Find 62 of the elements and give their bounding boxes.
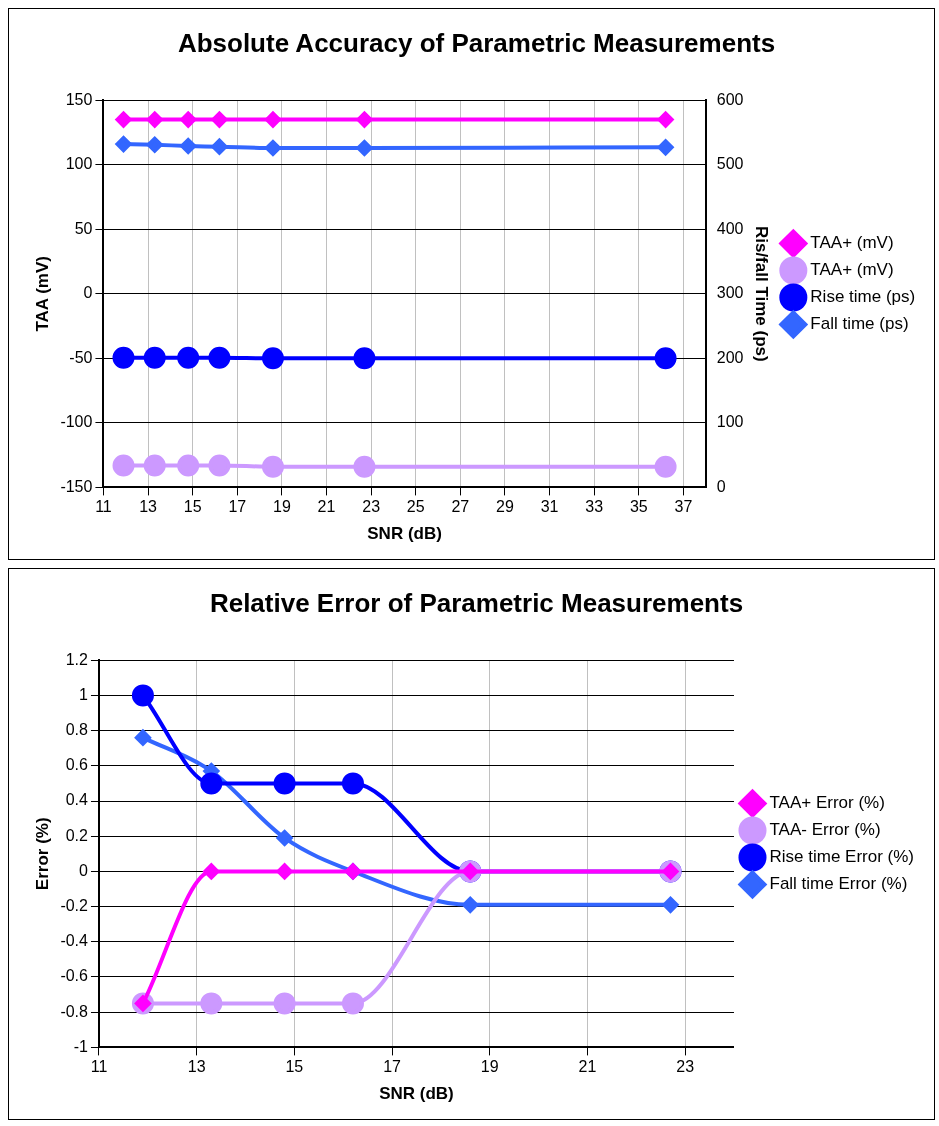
y2-tick-label: 400 (716, 219, 744, 237)
x-tick-label: 23 (676, 1058, 695, 1076)
x-tick-label: 35 (629, 498, 648, 516)
y-tick-label: 150 (65, 90, 93, 108)
legend-label: TAA+ (mV) (810, 260, 894, 280)
y-tick-label: -0.6 (60, 967, 89, 985)
y-tick-label: 1 (79, 685, 89, 703)
y2-axis-title: Ris/fall Time (ps) (751, 225, 771, 362)
y-tick-label: -50 (69, 348, 93, 366)
chart-title: Absolute Accuracy of Parametric Measurements (177, 27, 776, 58)
x-tick-label: 15 (183, 498, 202, 516)
y2-tick-label: 300 (716, 284, 744, 302)
x-tick-label: 19 (272, 498, 291, 516)
y-axis-title: Error (%) (32, 817, 52, 891)
x-tick-label: 21 (317, 498, 336, 516)
legend-label: TAA+ (mV) (810, 233, 894, 253)
x-axis-title: SNR (dB) (379, 1084, 454, 1104)
x-tick-label: 37 (674, 498, 693, 516)
legend-label: Fall time (ps) (810, 314, 909, 334)
y-tick-label: 1.2 (65, 650, 89, 668)
y-tick-label: -150 (60, 477, 93, 495)
y-tick-label: -0.4 (60, 932, 89, 950)
chart-title: Relative Error of Parametric Measurements (209, 587, 744, 618)
x-tick-label: 23 (362, 498, 381, 516)
y2-tick-label: 100 (716, 413, 744, 431)
x-tick-label: 31 (540, 498, 559, 516)
y2-tick-label: 200 (716, 348, 744, 366)
y-tick-label: 0.6 (65, 756, 89, 774)
legend-label: Fall time Error (%) (769, 874, 908, 894)
y-axis-title: TAA (mV) (32, 256, 52, 332)
x-tick-label: 29 (496, 498, 514, 516)
legend-label: Rise time Error (%) (769, 847, 915, 867)
x-axis-title: SNR (dB) (367, 524, 442, 544)
y-tick-label: 0.8 (65, 721, 89, 739)
x-tick-label: 11 (95, 498, 112, 516)
y-tick-label: 0 (79, 861, 89, 879)
x-tick-label: 27 (451, 498, 470, 516)
x-tick-label: 13 (139, 498, 158, 516)
y2-tick-label: 0 (716, 477, 726, 495)
x-tick-label: 17 (228, 498, 247, 516)
y-tick-label: -0.2 (60, 897, 89, 915)
x-tick-label: 25 (406, 498, 425, 516)
y-tick-label: 0.4 (65, 791, 89, 809)
x-tick-label: 11 (90, 1058, 108, 1076)
x-tick-label: 21 (578, 1058, 597, 1076)
x-tick-label: 17 (383, 1058, 402, 1076)
y-tick-label: 0.2 (65, 826, 89, 844)
y-tick-label: 0 (83, 284, 93, 302)
y2-tick-label: 500 (716, 155, 744, 173)
y-tick-label: 100 (65, 155, 93, 173)
y-tick-label: 50 (74, 219, 93, 237)
legend-label: TAA+ Error (%) (769, 793, 885, 813)
y-tick-label: -1 (73, 1037, 89, 1055)
legend-label: Rise time (ps) (810, 287, 916, 307)
x-tick-label: 33 (585, 498, 604, 516)
y-tick-label: -100 (60, 413, 93, 431)
x-tick-label: 19 (480, 1058, 499, 1076)
legend-label: TAA- Error (%) (769, 820, 881, 840)
y-tick-label: -0.8 (60, 1002, 89, 1020)
x-tick-label: 15 (285, 1058, 304, 1076)
x-tick-label: 13 (187, 1058, 206, 1076)
y2-tick-label: 600 (716, 90, 744, 108)
